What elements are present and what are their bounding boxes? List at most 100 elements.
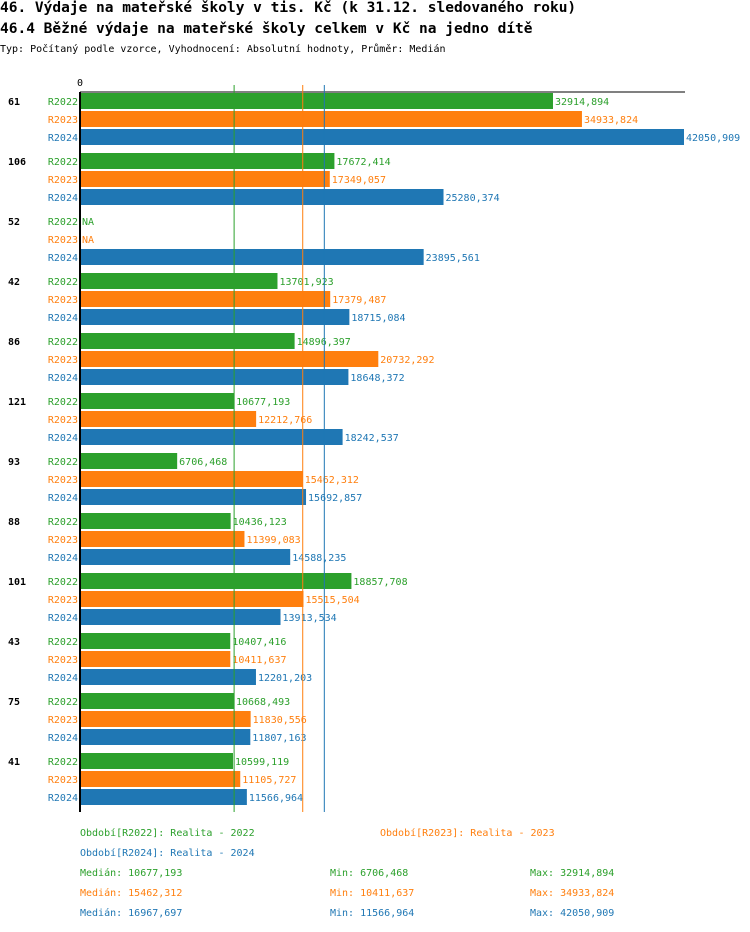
category-label: 61 [8, 97, 20, 108]
series-label: R2024 [48, 253, 78, 264]
data-label: 11566,964 [249, 793, 303, 804]
data-label: 10668,493 [236, 697, 290, 708]
series-label: R2022 [48, 397, 78, 408]
series-label: R2024 [48, 313, 78, 324]
data-label: 17349,057 [332, 175, 386, 186]
chart-title: 46. Výdaje na mateřské školy v tis. Kč (… [0, 0, 577, 16]
bar [81, 411, 257, 427]
data-label: 12212,766 [258, 415, 312, 426]
data-label: 11399,083 [246, 535, 300, 546]
data-label: 11105,727 [242, 775, 296, 786]
bar [81, 291, 331, 307]
min-r2024: Min: 11566,964 [330, 908, 415, 919]
median-r2024: Medián: 16967,697 [80, 908, 183, 919]
data-label: 15515,504 [305, 595, 359, 606]
bar [81, 393, 235, 409]
bar [81, 591, 304, 607]
max-r2023: Max: 34933,824 [530, 888, 615, 899]
bar [81, 513, 231, 529]
category-label: 106 [8, 157, 26, 168]
chart-subtitle: 46.4 Běžné výdaje na mateřské školy celk… [0, 21, 533, 37]
bar [81, 753, 233, 769]
legend-r2024: Období[R2024]: Realita - 2024 [80, 848, 255, 859]
min-r2023: Min: 10411,637 [330, 888, 415, 899]
data-label: 10677,193 [236, 397, 290, 408]
category-label: 121 [8, 397, 26, 408]
data-label: 17672,414 [336, 157, 390, 168]
bar [81, 471, 303, 487]
category-label: 101 [8, 577, 26, 588]
data-label: 15692,857 [308, 493, 362, 504]
series-label: R2023 [48, 775, 78, 786]
data-label: 14588,235 [292, 553, 346, 564]
series-label: R2024 [48, 133, 78, 144]
series-label: R2024 [48, 193, 78, 204]
x-tick-label: 0 [77, 78, 83, 89]
series-label: R2024 [48, 493, 78, 504]
series-label: R2023 [48, 295, 78, 306]
category-label: 42 [8, 277, 20, 288]
category-label: 52 [8, 217, 20, 228]
series-label: R2023 [48, 175, 78, 186]
bar [81, 333, 295, 349]
data-label: 11830,556 [253, 715, 307, 726]
series-label: R2023 [48, 475, 78, 486]
series-label: R2024 [48, 433, 78, 444]
data-label: 13913,534 [283, 613, 337, 624]
data-label: 18715,084 [351, 313, 405, 324]
data-label: 34933,824 [584, 115, 638, 126]
series-label: R2023 [48, 115, 78, 126]
data-label: 18648,372 [350, 373, 404, 384]
bar [81, 273, 278, 289]
category-label: 41 [8, 757, 20, 768]
data-label: 10411,637 [232, 655, 286, 666]
data-label: NA [82, 217, 94, 228]
data-label: 14896,397 [297, 337, 351, 348]
series-label: R2024 [48, 733, 78, 744]
bar [81, 789, 247, 805]
chart-info: Typ: Počítaný podle vzorce, Vyhodnocení:… [0, 44, 446, 55]
data-label: 42050,909 [686, 133, 740, 144]
bar-chart: 0 61 R2022 32914,894 R2023 34933,824 R2024 4205… [8, 78, 740, 812]
series-label: R2024 [48, 613, 78, 624]
median-r2023: Medián: 15462,312 [80, 888, 183, 899]
bar [81, 771, 241, 787]
data-label: 20732,292 [380, 355, 434, 366]
series-label: R2023 [48, 535, 78, 546]
series-label: R2024 [48, 553, 78, 564]
series-label: R2022 [48, 577, 78, 588]
series-label: R2022 [48, 517, 78, 528]
series-label: R2023 [48, 655, 78, 666]
series-label: R2024 [48, 793, 78, 804]
data-label: 18242,537 [345, 433, 399, 444]
data-label: 10599,119 [235, 757, 289, 768]
data-label: 15462,312 [305, 475, 359, 486]
data-label: 12201,203 [258, 673, 312, 684]
series-label: R2022 [48, 757, 78, 768]
series-label: R2022 [48, 217, 78, 228]
series-label: R2022 [48, 337, 78, 348]
bar [81, 489, 307, 505]
min-r2022: Min: 6706,468 [330, 868, 409, 879]
series-label: R2022 [48, 637, 78, 648]
data-label: 10407,416 [232, 637, 286, 648]
data-label: NA [82, 235, 94, 246]
series-label: R2022 [48, 277, 78, 288]
category-label: 43 [8, 637, 20, 648]
bar [81, 693, 234, 709]
bar [81, 351, 379, 367]
series-label: R2023 [48, 355, 78, 366]
series-label: R2022 [48, 457, 78, 468]
data-label: 17379,487 [332, 295, 386, 306]
bar [81, 531, 245, 547]
series-label: R2023 [48, 715, 78, 726]
median-r2022: Medián: 10677,193 [80, 868, 183, 879]
bar [81, 369, 349, 385]
bar [81, 609, 281, 625]
bar [81, 729, 251, 745]
legend-r2023: Období[R2023]: Realita - 2023 [380, 828, 555, 839]
bar [81, 93, 553, 109]
category-label: 88 [8, 517, 20, 528]
series-label: R2022 [48, 697, 78, 708]
max-r2022: Max: 32914,894 [530, 868, 615, 879]
